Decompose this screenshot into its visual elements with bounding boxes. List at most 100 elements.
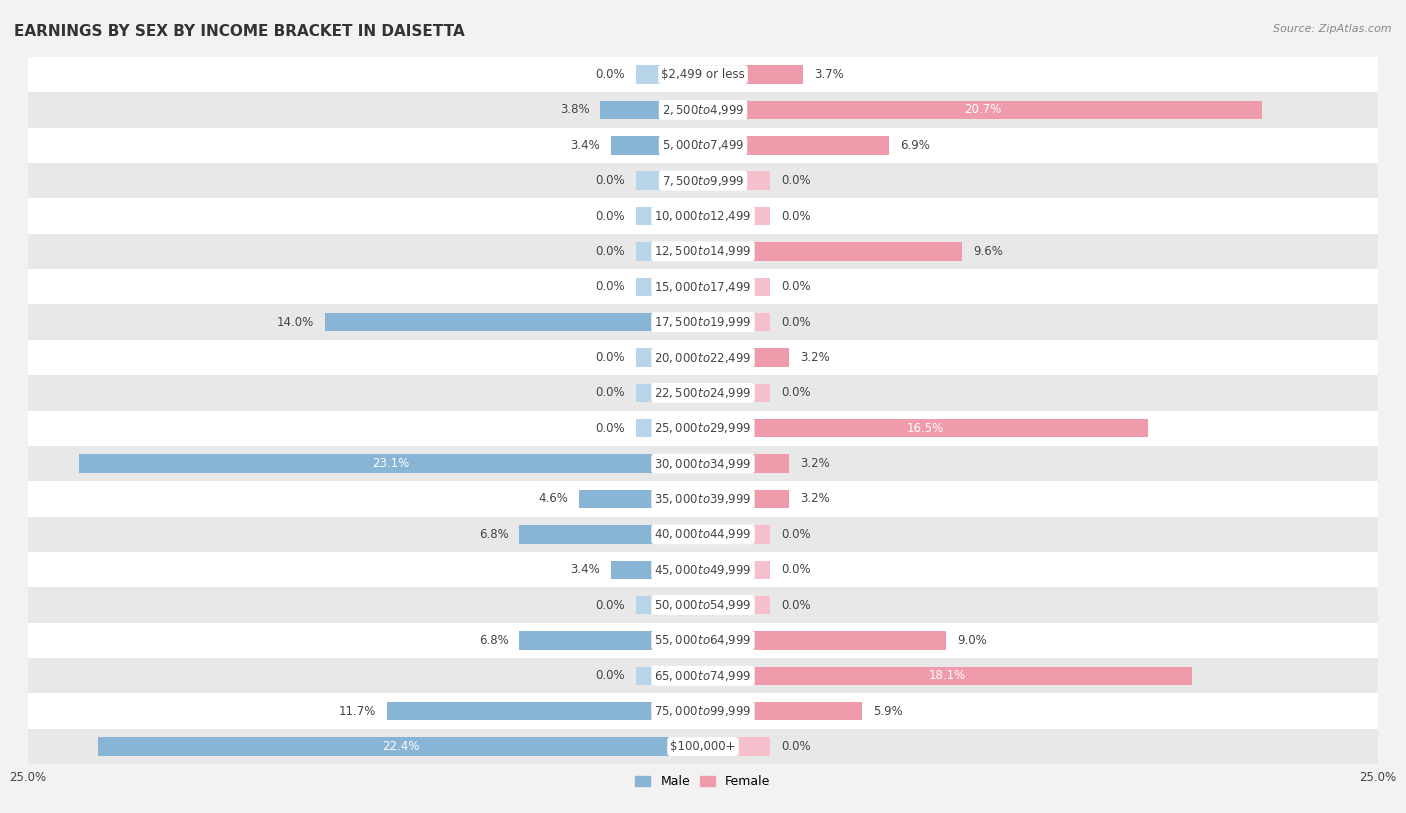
Bar [28,446,1378,481]
Bar [703,277,770,296]
Bar [703,702,862,720]
Text: 0.0%: 0.0% [595,280,624,293]
Bar [28,411,1378,446]
Text: 18.1%: 18.1% [929,669,966,682]
Text: Source: ZipAtlas.com: Source: ZipAtlas.com [1274,24,1392,34]
Text: 6.9%: 6.9% [900,139,929,152]
Bar [28,269,1378,304]
Text: 3.2%: 3.2% [800,493,830,506]
Text: 6.8%: 6.8% [479,634,509,647]
Bar [28,693,1378,729]
Bar [28,57,1378,92]
Text: 9.0%: 9.0% [956,634,987,647]
Bar [28,481,1378,517]
Bar [703,631,946,650]
Text: $75,000 to $99,999: $75,000 to $99,999 [654,704,752,718]
Bar [28,340,1378,375]
Bar [636,277,703,296]
Text: $12,500 to $14,999: $12,500 to $14,999 [654,245,752,259]
Text: 0.0%: 0.0% [595,598,624,611]
Text: $17,500 to $19,999: $17,500 to $19,999 [654,315,752,329]
Text: 11.7%: 11.7% [339,705,377,718]
Bar [28,304,1378,340]
Text: 23.1%: 23.1% [373,457,409,470]
Text: 0.0%: 0.0% [782,528,811,541]
Bar [636,667,703,685]
Bar [28,517,1378,552]
Bar [703,525,770,544]
Text: $2,500 to $4,999: $2,500 to $4,999 [662,103,744,117]
Text: 0.0%: 0.0% [782,740,811,753]
Bar [325,313,703,332]
Text: $10,000 to $12,499: $10,000 to $12,499 [654,209,752,223]
Bar [703,65,803,84]
Bar [519,525,703,544]
Text: 3.7%: 3.7% [814,68,844,81]
Text: 0.0%: 0.0% [595,351,624,364]
Bar [703,419,1149,437]
Text: 3.4%: 3.4% [571,563,600,576]
Text: 0.0%: 0.0% [595,245,624,258]
Text: 0.0%: 0.0% [595,386,624,399]
Legend: Male, Female: Male, Female [630,771,776,793]
Bar [28,92,1378,128]
Text: 3.8%: 3.8% [560,103,589,116]
Text: 0.0%: 0.0% [782,174,811,187]
Bar [28,552,1378,587]
Bar [636,596,703,615]
Bar [579,489,703,508]
Text: 0.0%: 0.0% [782,280,811,293]
Bar [612,136,703,154]
Bar [636,242,703,261]
Bar [28,623,1378,659]
Bar [636,419,703,437]
Bar [703,348,789,367]
Bar [28,233,1378,269]
Bar [703,596,770,615]
Text: $5,000 to $7,499: $5,000 to $7,499 [662,138,744,152]
Text: 20.7%: 20.7% [963,103,1001,116]
Bar [703,384,770,402]
Bar [28,198,1378,234]
Bar [612,560,703,579]
Text: 5.9%: 5.9% [873,705,903,718]
Text: 0.0%: 0.0% [595,210,624,223]
Bar [636,207,703,225]
Text: 0.0%: 0.0% [782,315,811,328]
Bar [28,163,1378,198]
Bar [28,376,1378,411]
Bar [703,737,770,756]
Bar [636,65,703,84]
Bar [79,454,703,473]
Text: $50,000 to $54,999: $50,000 to $54,999 [654,598,752,612]
Text: $45,000 to $49,999: $45,000 to $49,999 [654,563,752,576]
Text: 3.4%: 3.4% [571,139,600,152]
Text: $2,499 or less: $2,499 or less [661,68,745,81]
Bar [600,101,703,120]
Text: 6.8%: 6.8% [479,528,509,541]
Bar [703,313,770,332]
Text: 3.2%: 3.2% [800,351,830,364]
Text: $20,000 to $22,499: $20,000 to $22,499 [654,350,752,364]
Text: 9.6%: 9.6% [973,245,1002,258]
Text: 22.4%: 22.4% [382,740,419,753]
Bar [703,172,770,190]
Text: $100,000+: $100,000+ [671,740,735,753]
Bar [703,101,1261,120]
Text: 0.0%: 0.0% [595,669,624,682]
Text: 0.0%: 0.0% [782,386,811,399]
Bar [636,384,703,402]
Text: 0.0%: 0.0% [782,598,811,611]
Bar [703,242,962,261]
Text: 0.0%: 0.0% [595,422,624,435]
Text: 4.6%: 4.6% [538,493,568,506]
Bar [387,702,703,720]
Text: 3.2%: 3.2% [800,457,830,470]
Bar [28,659,1378,693]
Text: $15,000 to $17,499: $15,000 to $17,499 [654,280,752,293]
Text: 16.5%: 16.5% [907,422,945,435]
Text: EARNINGS BY SEX BY INCOME BRACKET IN DAISETTA: EARNINGS BY SEX BY INCOME BRACKET IN DAI… [14,24,465,39]
Text: $30,000 to $34,999: $30,000 to $34,999 [654,457,752,471]
Text: $35,000 to $39,999: $35,000 to $39,999 [654,492,752,506]
Bar [28,128,1378,163]
